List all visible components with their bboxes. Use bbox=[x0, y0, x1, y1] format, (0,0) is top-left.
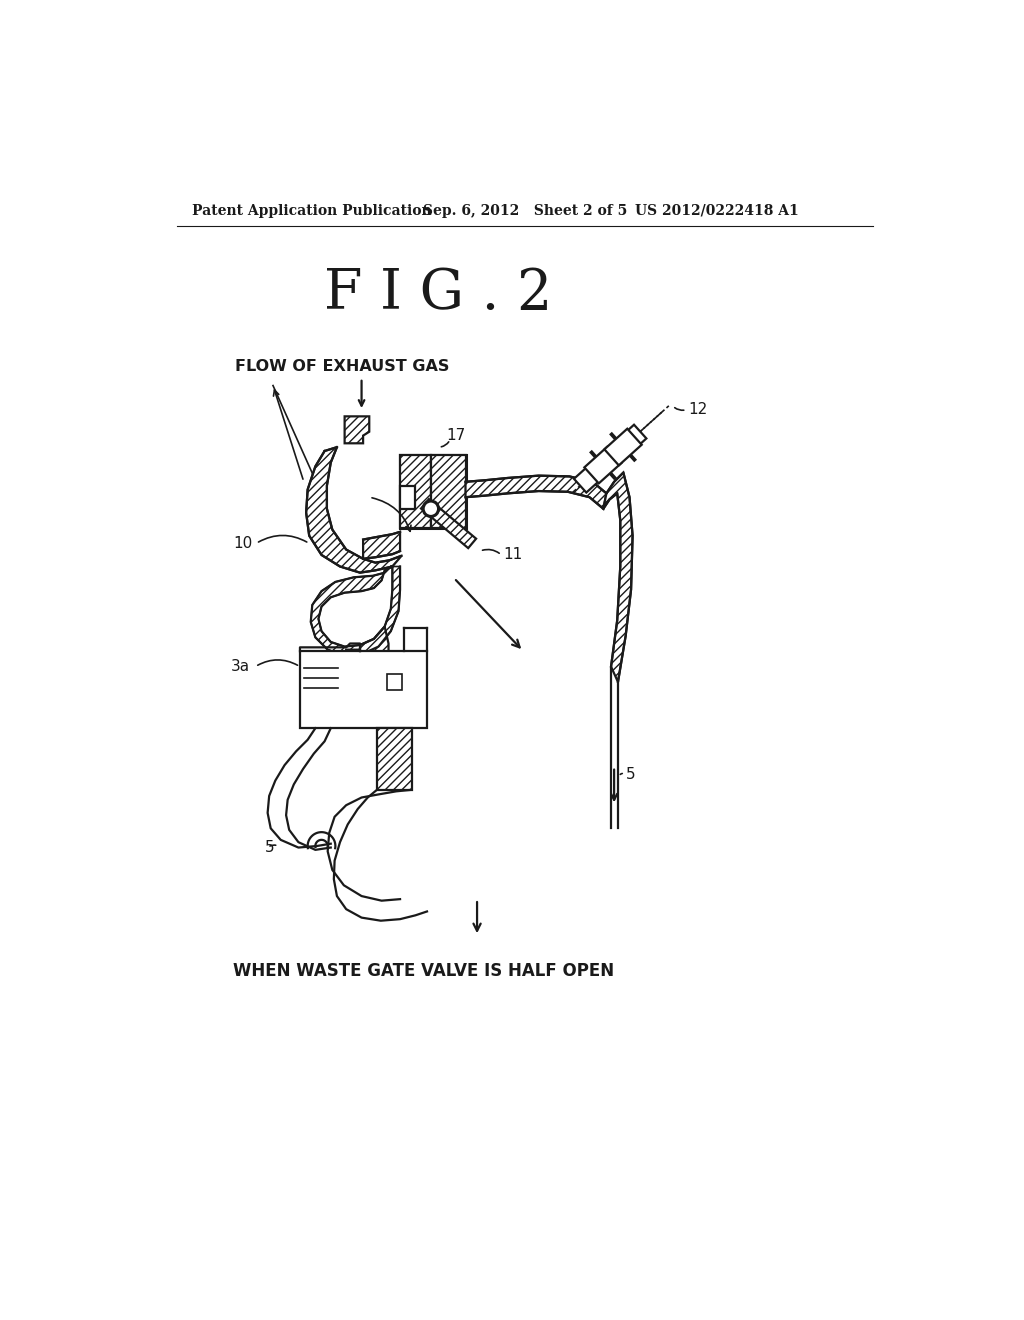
Text: US 2012/0222418 A1: US 2012/0222418 A1 bbox=[635, 203, 799, 218]
Bar bbox=[300, 651, 427, 729]
Text: 12: 12 bbox=[688, 403, 708, 417]
Text: 5: 5 bbox=[265, 840, 274, 855]
Polygon shape bbox=[421, 499, 476, 548]
Circle shape bbox=[423, 502, 438, 516]
Text: F I G . 2: F I G . 2 bbox=[325, 265, 553, 321]
Polygon shape bbox=[364, 532, 400, 558]
Polygon shape bbox=[466, 475, 606, 508]
Bar bbox=[400, 486, 416, 508]
Polygon shape bbox=[431, 455, 466, 528]
Polygon shape bbox=[604, 429, 642, 466]
Text: 10: 10 bbox=[233, 536, 252, 550]
Polygon shape bbox=[306, 447, 401, 573]
Bar bbox=[387, 675, 402, 689]
Polygon shape bbox=[400, 455, 431, 528]
Text: 5: 5 bbox=[626, 767, 635, 781]
Polygon shape bbox=[310, 566, 400, 656]
Polygon shape bbox=[345, 416, 370, 444]
Bar bbox=[377, 729, 412, 789]
Text: FLOW OF EXHAUST GAS: FLOW OF EXHAUST GAS bbox=[234, 359, 449, 374]
Text: Sep. 6, 2012   Sheet 2 of 5: Sep. 6, 2012 Sheet 2 of 5 bbox=[423, 203, 628, 218]
Text: 17: 17 bbox=[446, 428, 466, 444]
Polygon shape bbox=[346, 627, 388, 667]
Polygon shape bbox=[400, 455, 466, 528]
Polygon shape bbox=[573, 425, 646, 492]
Polygon shape bbox=[603, 473, 633, 682]
Text: Patent Application Publication: Patent Application Publication bbox=[193, 203, 432, 218]
Polygon shape bbox=[585, 446, 622, 483]
Text: 3a: 3a bbox=[230, 659, 250, 675]
Text: WHEN WASTE GATE VALVE IS HALF OPEN: WHEN WASTE GATE VALVE IS HALF OPEN bbox=[232, 962, 613, 979]
Text: 11: 11 bbox=[503, 548, 522, 562]
